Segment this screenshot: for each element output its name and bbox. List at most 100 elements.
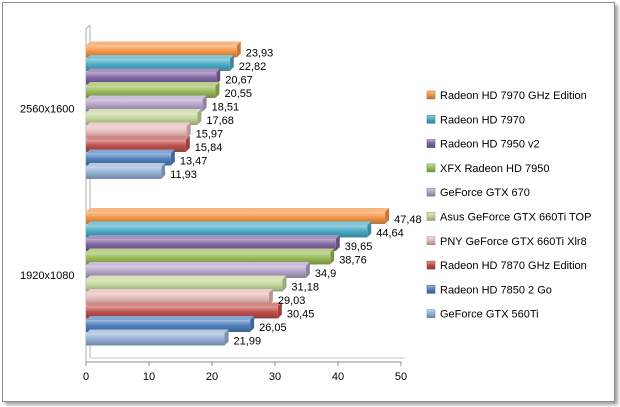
bar-top-face [86,109,202,114]
bar-end-face [186,122,191,139]
bar-top-face [86,82,220,87]
bar [86,225,368,238]
bar-top-face [86,149,175,154]
bar [86,126,187,139]
value-label: 18,51 [212,101,240,113]
legend-swatch [426,285,436,294]
legend-item: Radeon HD 7950 v2 [426,139,540,151]
bar-top-face [86,289,273,294]
bar [86,239,336,251]
bar-top-face [86,221,372,226]
bar-top-face [86,136,190,141]
bar [86,320,251,332]
bar-top-face [86,275,287,280]
bar-end-face [161,163,166,179]
bar-top-face [86,163,166,168]
legend-label: GeForce GTX 670 [440,187,530,199]
bar-top-face [86,41,241,46]
legend: Radeon HD 7970 GHz Edition Radeon HD 7970… [426,90,591,321]
value-label: 20,55 [224,88,252,100]
bar [86,167,162,179]
bar-end-face [170,149,175,166]
bar-end-face [367,221,372,238]
bar-end-face [268,289,273,305]
legend-swatch [426,115,436,124]
bar [86,252,331,265]
bar-end-face [335,235,340,251]
category-labels: 2560x1600 1920x1080 [20,103,74,282]
category-label: 1920x1080 [20,270,74,282]
bar-end-face [185,136,190,152]
legend-label: Radeon HD 7970 GHz Edition [440,90,587,102]
category-label: 2560x1600 [20,103,74,115]
legend-swatch [426,212,436,221]
value-label: 15,97 [196,128,224,140]
bar-top-face [86,316,255,321]
legend-item: PNY GeForce GTX 660Ti Xlr8 [426,236,587,248]
bar-end-face [216,68,221,85]
bar [86,140,186,152]
value-label: 26,05 [259,322,287,334]
bar-top-face [86,55,234,60]
x-tick-label: 30 [269,371,281,383]
bar [86,59,230,71]
chart-frame: 23,93 22,82 20,67 20,55 18,51 17,68 15,97 15,84… [2,2,615,402]
bar [86,99,203,112]
bar [86,86,216,98]
legend-item: GeForce GTX 670 [426,187,530,199]
x-tick-label: 50 [395,371,407,383]
legend-swatch [426,139,436,148]
bar-end-face [282,275,287,292]
bar-end-face [229,55,234,71]
value-label: 30,45 [287,308,315,320]
bar-end-face [385,208,390,224]
value-label: 38,76 [339,254,367,266]
bar-top-face [86,248,335,253]
bar-end-face [330,248,335,265]
legend-item: Radeon HD 7970 [426,114,525,126]
legend-label: XFX Radeon HD 7950 [440,163,549,175]
x-tick-label: 20 [206,371,218,383]
bar-top-face [86,95,207,100]
bars [86,41,390,346]
x-axis: 0 10 20 30 40 50 [83,357,407,383]
legend-item: Radeon HD 7870 GHz Edition [426,260,587,272]
legend-swatch [426,260,436,270]
value-label: 29,03 [278,295,306,307]
bar-end-face [305,262,310,278]
value-label: 15,84 [195,142,223,154]
x-tick-label: 10 [143,371,155,383]
bar-top-face [86,235,340,240]
bar-end-face [277,302,282,319]
bar-top-face [86,122,191,127]
bar-end-face [224,329,229,346]
legend-label: Radeon HD 7870 GHz Edition [440,260,587,272]
legend-label: Radeon HD 7970 [440,114,525,126]
legend-label: Asus GeForce GTX 660Ti TOP [440,212,591,224]
bar-end-face [250,316,255,332]
bar-end-face [202,95,207,112]
value-label: 23,93 [246,47,274,59]
value-label: 21,99 [234,335,262,347]
legend-swatch [426,187,436,197]
bar [86,306,278,319]
legend-label: Radeon HD 7850 2 Go [440,284,552,296]
bar-top-face [86,302,282,307]
legend-swatch [426,90,436,100]
legend-label: GeForce GTX 560Ti [440,309,539,321]
value-label: 13,47 [180,155,208,167]
bar [86,45,237,58]
legend-item: XFX Radeon HD 7950 [426,163,549,175]
value-label: 20,67 [225,74,253,86]
bar-end-face [197,109,202,125]
legend-swatch [426,163,436,173]
value-label: 34,9 [315,268,336,280]
value-label: 22,82 [239,61,267,73]
bar [86,279,283,292]
x-tick-label: 40 [332,371,344,383]
bar-end-face [215,82,220,98]
bar [86,333,225,346]
legend-item: Asus GeForce GTX 660Ti TOP [426,212,591,224]
